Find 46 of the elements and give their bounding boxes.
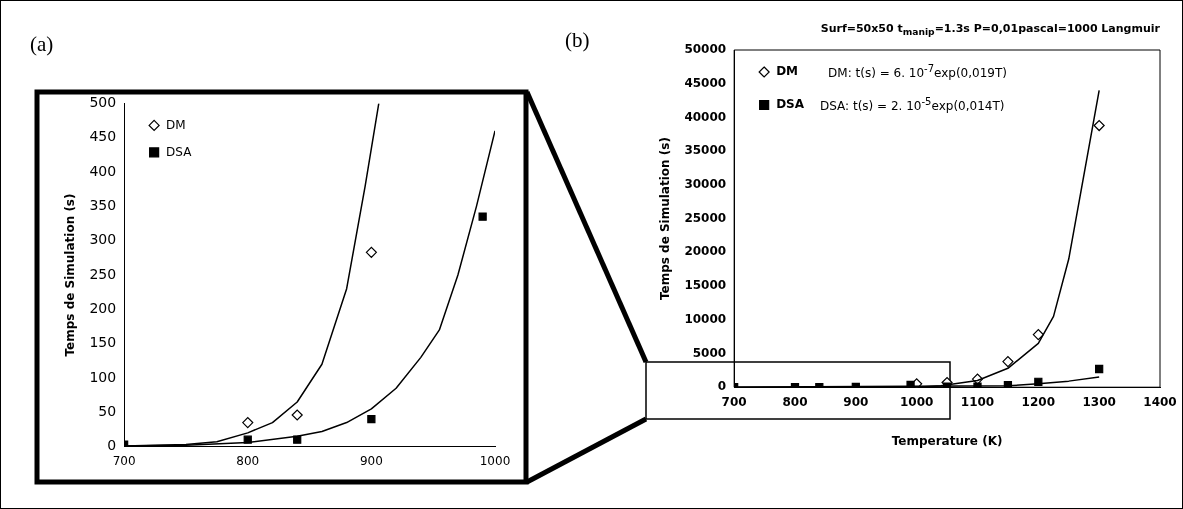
y-tick-label: 40000 — [684, 109, 727, 124]
x-tick-label: 700 — [112, 453, 136, 468]
y-tick-label: 45000 — [684, 75, 727, 90]
y-tick-label: 50 — [98, 402, 117, 419]
y-axis-title: Temps de Simulation (s) — [63, 193, 78, 357]
y-tick-label: 500 — [89, 94, 117, 111]
x-tick-label: 1200 — [1021, 394, 1056, 409]
y-tick-label: 15000 — [684, 278, 727, 293]
chart-title: Surf=50x50 t$_{manip}$=1.3s P=0,01pascal=1000 Langmuir — [820, 22, 1160, 38]
annotation: DM: t(s) = 6. 10$^{-7}$exp(0,019T) — [828, 63, 1007, 80]
y-tick-label: 20000 — [684, 244, 727, 259]
y-tick-label: 100 — [89, 368, 117, 385]
legend-label: DM — [776, 64, 799, 79]
x-tick-label: 900 — [359, 453, 383, 468]
y-tick-label: 50000 — [684, 42, 727, 57]
y-tick-label: 450 — [89, 128, 117, 145]
y-tick-label: 300 — [89, 231, 117, 248]
y-tick-label: 400 — [89, 162, 117, 179]
x-tick-label: 1300 — [1082, 394, 1116, 409]
x-tick-label: 1000 — [479, 453, 511, 468]
legend-label: DM — [166, 117, 186, 132]
y-tick-label: 5000 — [692, 345, 727, 360]
x-axis-title: Temperature (K) — [891, 433, 1003, 448]
y-axis-title: Temps de Simulation (s) — [658, 137, 673, 301]
annotation: DSA: t(s) = 2. 10$^{-5}$exp(0,014T) — [820, 96, 1005, 113]
y-tick-label: 0 — [717, 379, 727, 394]
y-tick-label: 150 — [89, 334, 117, 351]
y-tick-label: 25000 — [684, 210, 727, 225]
y-tick-label: 30000 — [684, 177, 727, 192]
x-tick-label: 1000 — [899, 394, 934, 409]
x-tick-label: 800 — [236, 453, 260, 468]
x-tick-label: 900 — [843, 394, 869, 409]
x-tick-label: 700 — [721, 394, 747, 409]
legend-label: DSA — [166, 144, 193, 159]
x-tick-label: 1400 — [1143, 394, 1177, 409]
y-tick-label: 350 — [89, 197, 117, 213]
y-tick-label: 10000 — [684, 311, 727, 326]
y-tick-label: 250 — [89, 265, 117, 282]
text: (a) — [30, 32, 54, 57]
legend-label: DSA — [776, 97, 805, 112]
x-tick-label: 800 — [782, 394, 808, 409]
y-tick-label: 200 — [89, 299, 117, 316]
y-tick-label: 0 — [107, 437, 117, 454]
y-tick-label: 35000 — [684, 143, 727, 158]
x-tick-label: 1100 — [960, 394, 995, 409]
text: (b) — [565, 28, 590, 53]
